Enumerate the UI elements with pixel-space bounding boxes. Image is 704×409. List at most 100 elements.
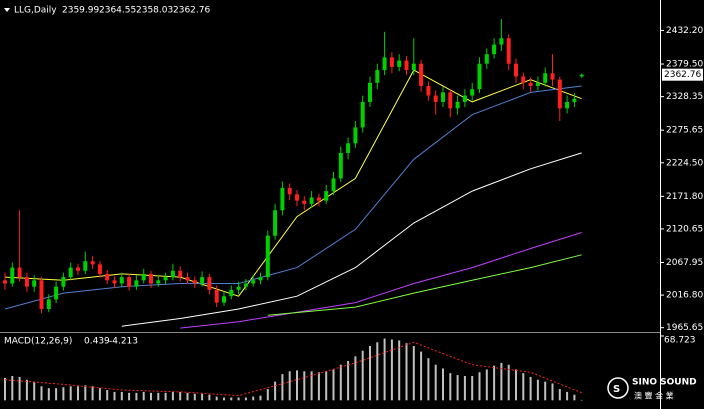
macd-bar [208, 394, 211, 401]
candle-body [134, 280, 139, 287]
candle-body [499, 38, 504, 45]
candle-body [470, 89, 475, 96]
candle-body [258, 277, 263, 281]
candle-body [243, 283, 248, 287]
macd-bar [135, 392, 138, 401]
signal-line [4, 341, 582, 397]
macd-bar [361, 350, 364, 401]
moving-average [180, 232, 582, 329]
logo-icon-text: S [613, 384, 620, 395]
candle-body [521, 76, 526, 83]
candle-body [528, 82, 533, 87]
macd-bar [332, 369, 335, 401]
candle-body [338, 152, 343, 179]
candle-body [382, 57, 387, 71]
candle-body [141, 273, 146, 281]
macd-bar [493, 365, 496, 401]
candle-body [149, 273, 153, 284]
candle-body [76, 267, 80, 271]
macd-bar [157, 392, 160, 401]
macd-bar [405, 343, 408, 401]
candle-body [236, 286, 241, 290]
macd-bar [376, 342, 379, 401]
candle-body [68, 267, 73, 278]
candle-body [54, 286, 59, 300]
price-box [662, 68, 703, 81]
macd-bar [252, 396, 255, 401]
candle-body [156, 280, 161, 284]
macd-bar [339, 364, 342, 401]
candle-body [97, 264, 102, 274]
price-box-label: 2362.76 [664, 70, 701, 80]
macd-bar [529, 376, 532, 401]
macd-bar [536, 379, 539, 401]
macd-bar [98, 388, 101, 401]
y-tick-label: 2171.80 [666, 192, 703, 202]
macd-bar [558, 389, 561, 401]
logo: S SINO SOUND 澳 豐 金 業 [607, 377, 697, 401]
macd-bar [266, 389, 269, 401]
macd-bar [33, 381, 36, 401]
y-tick-label: 2275.65 [666, 126, 703, 136]
macd-bar [47, 388, 50, 401]
macd-bar [244, 397, 247, 401]
candle-body [178, 270, 183, 278]
macd-bar [11, 375, 14, 401]
candle-body [265, 235, 270, 278]
menu-triangle [4, 8, 10, 12]
candle-body [433, 95, 438, 102]
macd-bar [186, 392, 189, 401]
macd-bar [106, 390, 109, 401]
candle-body [214, 289, 219, 303]
candle-body [557, 79, 562, 109]
macd-bar [201, 393, 204, 401]
macd-bar [515, 369, 517, 401]
candle-body [163, 277, 168, 281]
macd-bar [171, 391, 174, 401]
macd-bar [347, 361, 350, 401]
macd-bar [390, 339, 393, 401]
candle-body [455, 101, 460, 109]
macd-bar [215, 396, 218, 401]
candle-body [32, 280, 37, 287]
candle-body [506, 38, 511, 64]
y-tick-label: 68.723 [664, 336, 696, 346]
macd-bar [317, 372, 320, 401]
macd-bar [463, 375, 466, 401]
macd-bar [325, 371, 328, 401]
macd-bar [274, 381, 277, 401]
macd-bar [471, 375, 474, 401]
candle-body [39, 280, 44, 309]
macd-bar [4, 377, 6, 401]
macd-bar [427, 358, 430, 401]
macd-bar [398, 340, 401, 401]
macd-bar [84, 385, 87, 401]
candle-body [90, 261, 95, 265]
candle-body [353, 127, 358, 144]
candle-body [514, 63, 518, 77]
y-tick-label: 2224.50 [666, 158, 703, 168]
y-tick-label: 2328.35 [666, 92, 703, 102]
candle-body [360, 101, 365, 128]
low-value: 2358.03 [136, 6, 173, 16]
candle-body [579, 74, 584, 77]
macd-bar [223, 397, 225, 401]
logo-subtitle: 澳 豐 金 業 [634, 391, 674, 401]
macd-bar [237, 397, 240, 401]
candle-body [222, 296, 226, 303]
candle-body [46, 299, 51, 309]
candle-body [411, 63, 416, 71]
macd-bar [507, 364, 510, 401]
candle-body [426, 86, 431, 96]
candle-body [3, 280, 7, 284]
candle-body [375, 70, 380, 83]
macd-bar [354, 356, 357, 401]
candle-body [550, 73, 555, 80]
macd-bar [164, 392, 167, 401]
candle-body [192, 280, 197, 284]
macd-bar [580, 399, 583, 401]
macd-bar [500, 362, 503, 401]
macd-bar [193, 393, 196, 401]
macd-bar [412, 346, 415, 401]
